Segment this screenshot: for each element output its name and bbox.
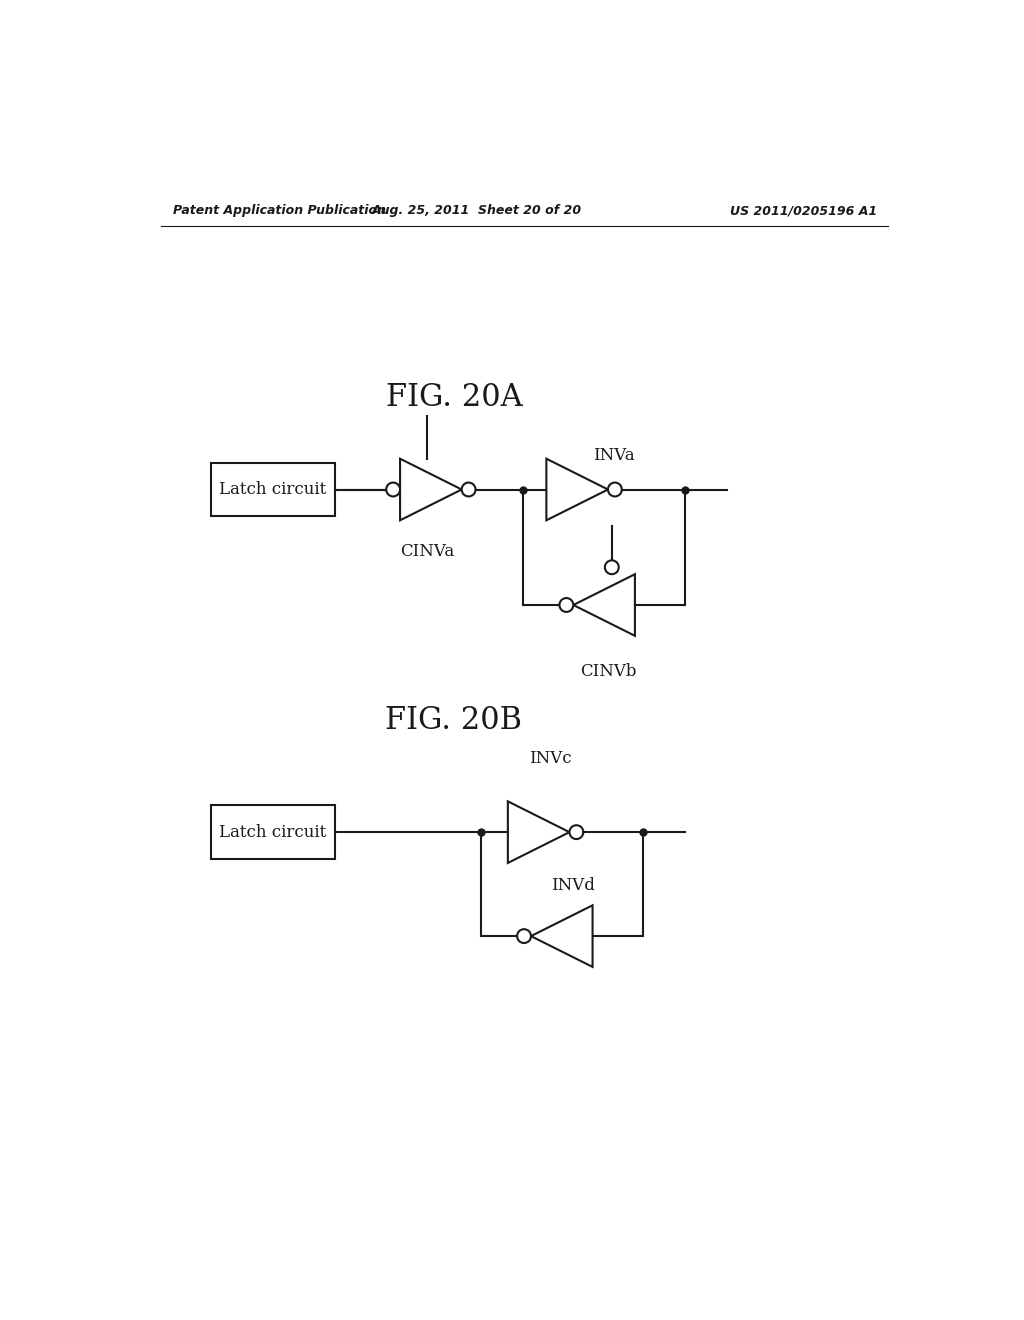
Bar	[211, 462, 335, 516]
Text: Latch circuit: Latch circuit	[219, 480, 327, 498]
Text: FIG. 20B: FIG. 20B	[385, 705, 522, 737]
Text: Patent Application Publication: Patent Application Publication	[173, 205, 386, 218]
Text: US 2011/0205196 A1: US 2011/0205196 A1	[730, 205, 878, 218]
Bar	[211, 805, 335, 859]
Text: FIG. 20A: FIG. 20A	[386, 381, 522, 413]
Text: Aug. 25, 2011  Sheet 20 of 20: Aug. 25, 2011 Sheet 20 of 20	[372, 205, 582, 218]
Text: INVa: INVa	[593, 447, 634, 465]
Text: CINVa: CINVa	[400, 544, 454, 561]
Text: INVd: INVd	[551, 876, 595, 894]
Text: INVc: INVc	[529, 750, 571, 767]
Text: Latch circuit: Latch circuit	[219, 824, 327, 841]
Text: CINVb: CINVb	[580, 663, 636, 680]
